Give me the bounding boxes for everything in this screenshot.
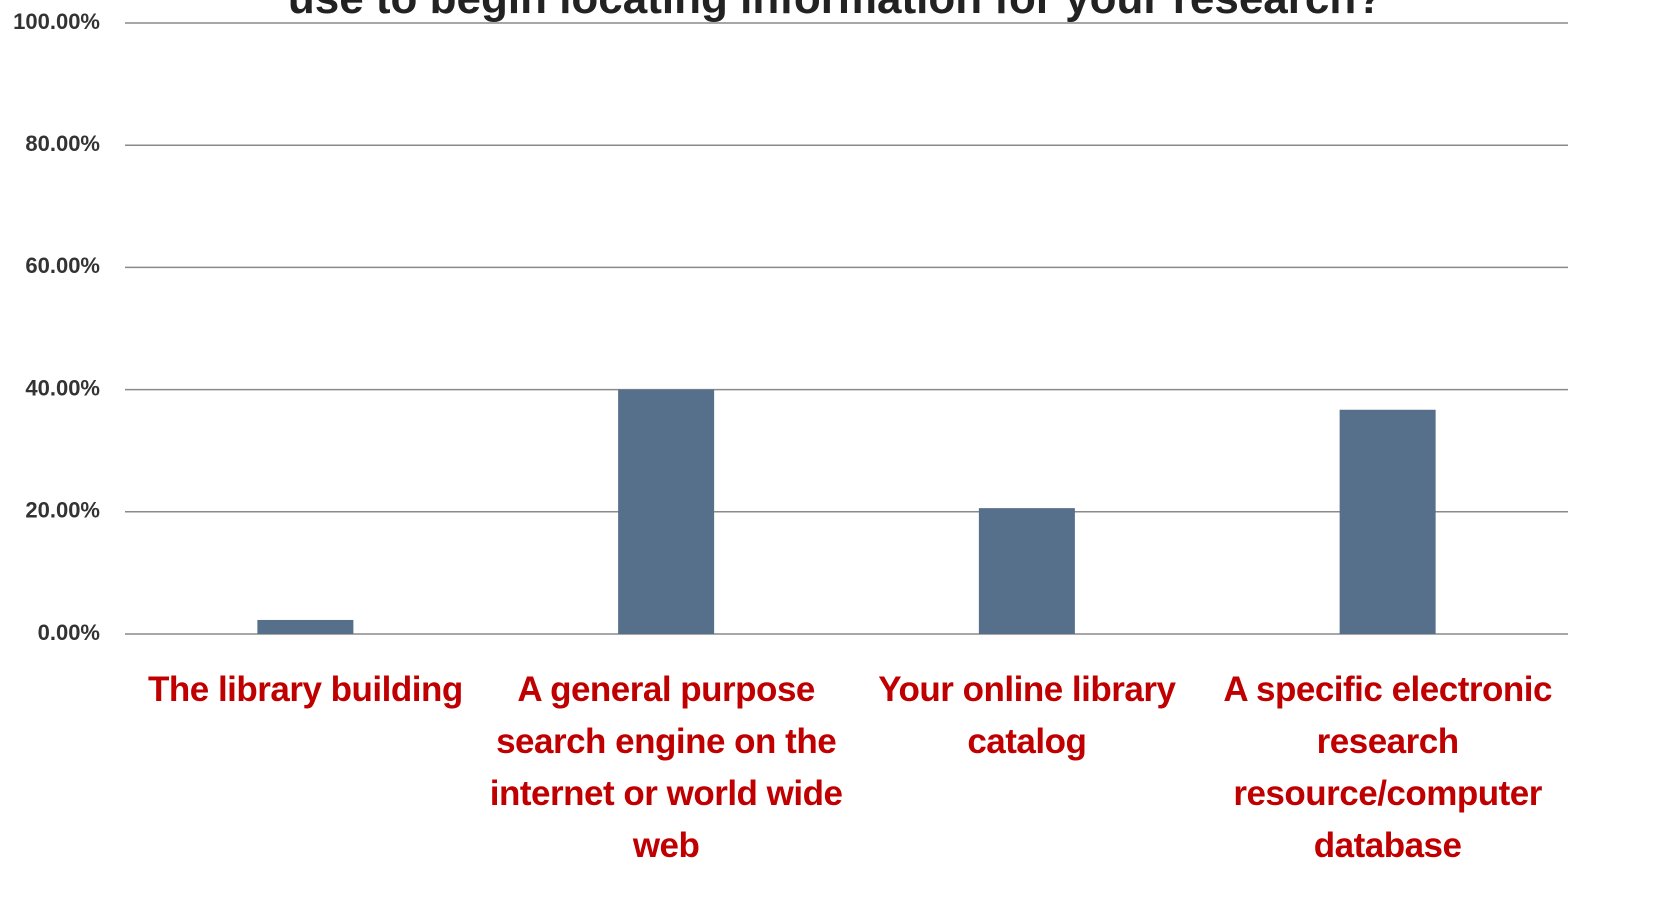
bar	[1339, 409, 1436, 634]
x-tick-label: A general purpose search engine on the i…	[489, 670, 843, 865]
x-tick-label: The library building	[148, 670, 463, 709]
bar	[257, 619, 354, 634]
y-tick-label: 20.00%	[25, 498, 100, 523]
bar	[978, 508, 1075, 634]
x-tick-label: A specific electronic research resource/…	[1223, 670, 1552, 865]
chart-title: use to begin locating information for yo…	[0, 0, 1671, 24]
bar	[618, 389, 715, 634]
y-tick-label: 0.00%	[38, 620, 100, 645]
y-tick-label: 40.00%	[25, 375, 100, 400]
y-tick-label: 100.00%	[13, 9, 100, 34]
y-tick-label: 60.00%	[25, 253, 100, 278]
x-tick-label: Your online library catalog	[878, 670, 1176, 761]
y-tick-label: 80.00%	[25, 131, 100, 156]
